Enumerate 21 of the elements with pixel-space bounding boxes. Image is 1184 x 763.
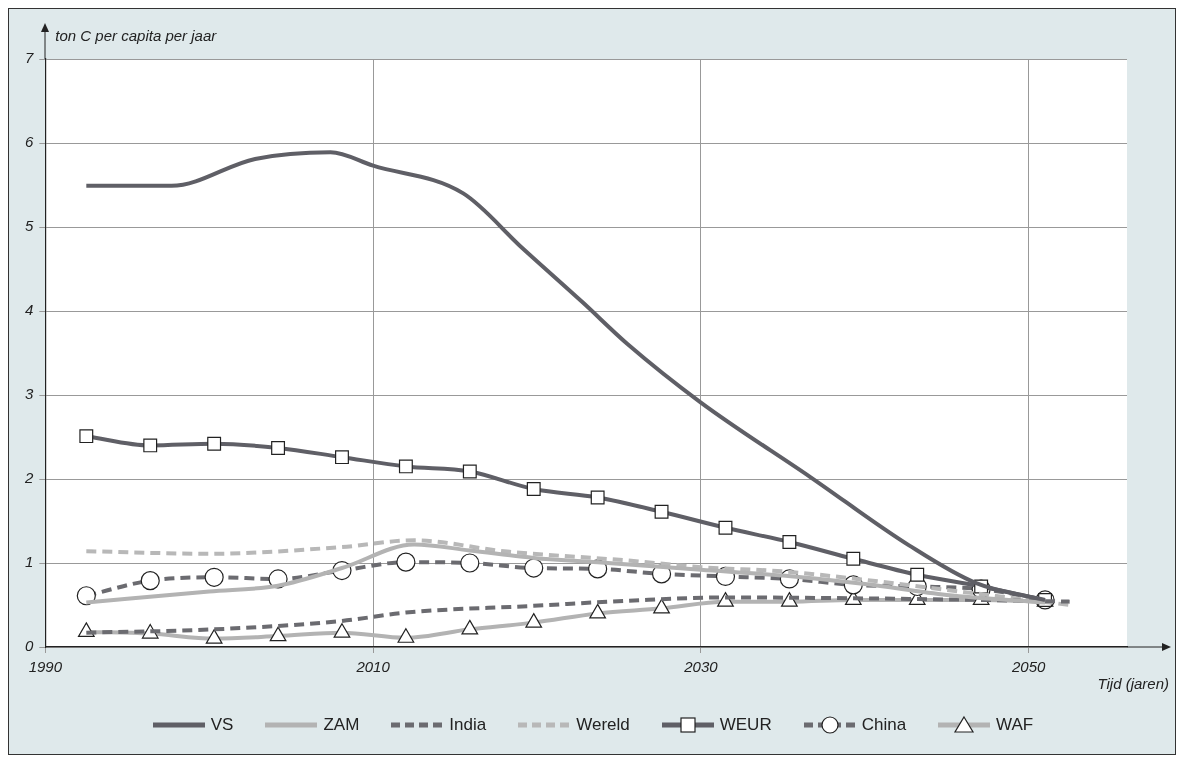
legend-label: ZAM (323, 715, 360, 735)
x-axis-title: Tijd (jaren) (1097, 674, 1169, 692)
y-tick-label: 5 (25, 217, 34, 235)
legend-label: WAF (996, 715, 1034, 735)
x-tick-label: 2010 (355, 658, 391, 676)
y-tick-label: 7 (25, 49, 34, 67)
y-tick-label: 4 (25, 301, 34, 319)
legend-label: China (861, 715, 907, 735)
y-axis-title: ton C per capita per jaar (55, 27, 218, 45)
y-tick-label: 2 (24, 469, 34, 487)
x-tick-label: 1990 (28, 658, 63, 676)
y-tick-label: 1 (25, 553, 34, 571)
x-tick-label: 2050 (1010, 658, 1047, 676)
y-tick-label: 3 (25, 385, 34, 403)
x-tick-label: 2030 (683, 658, 719, 676)
y-tick-label: 0 (25, 637, 34, 655)
legend-label: VS (210, 715, 234, 735)
legend-label: India (449, 715, 487, 735)
legend-label: Wereld (576, 715, 630, 735)
y-tick-label: 6 (25, 133, 34, 151)
legend-label: WEUR (719, 715, 772, 735)
